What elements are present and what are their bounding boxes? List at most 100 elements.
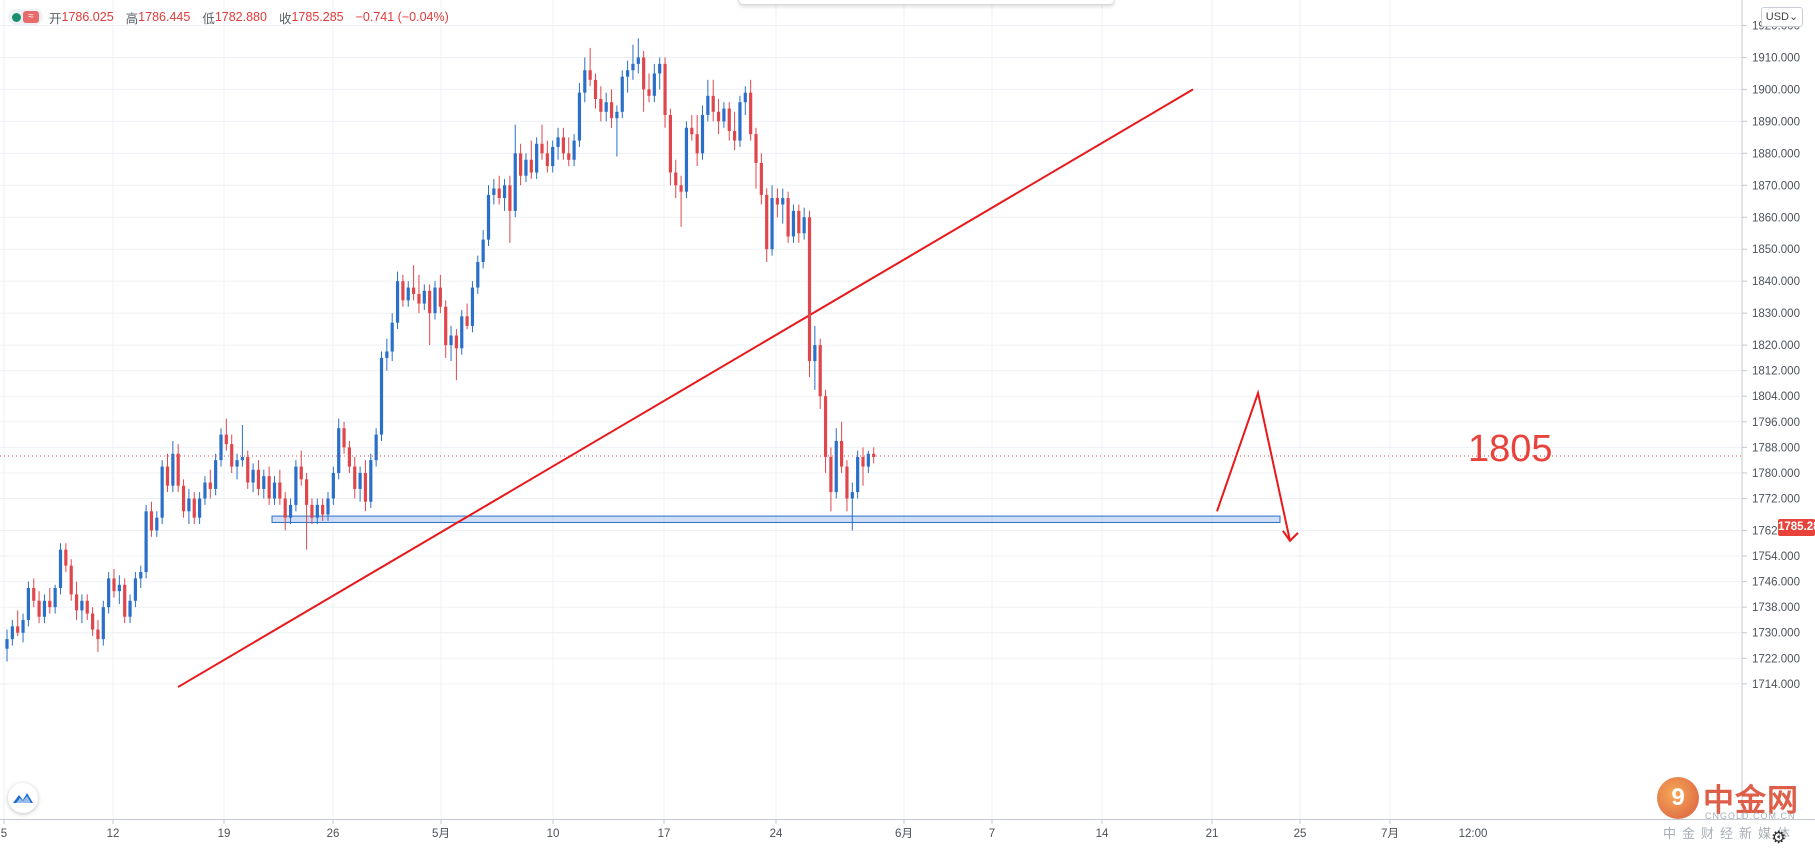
candle[interactable] bbox=[781, 188, 785, 224]
candle[interactable] bbox=[305, 472, 309, 550]
candle[interactable] bbox=[181, 479, 186, 518]
candle[interactable] bbox=[658, 57, 662, 90]
candle[interactable] bbox=[535, 137, 539, 179]
candle[interactable] bbox=[786, 191, 790, 243]
candle[interactable] bbox=[620, 70, 624, 119]
candle[interactable] bbox=[331, 466, 335, 505]
candle[interactable] bbox=[107, 572, 111, 614]
candle[interactable] bbox=[690, 114, 694, 141]
time-axis[interactable]: 5 12 19 26 5月 10 17 24 6月 7 14 21 25 7月 12:00 bbox=[1, 819, 1488, 840]
candle[interactable] bbox=[267, 466, 271, 505]
candle[interactable] bbox=[42, 594, 47, 624]
candle[interactable] bbox=[412, 265, 416, 301]
candle[interactable] bbox=[310, 498, 314, 525]
candle[interactable] bbox=[492, 178, 496, 205]
candle[interactable] bbox=[337, 418, 341, 480]
candle[interactable] bbox=[797, 204, 801, 243]
candle[interactable] bbox=[668, 108, 672, 186]
candle[interactable] bbox=[262, 469, 266, 499]
candle[interactable] bbox=[80, 594, 84, 624]
candle[interactable] bbox=[315, 498, 319, 525]
candle[interactable] bbox=[749, 79, 753, 141]
candle[interactable] bbox=[861, 447, 865, 486]
candle[interactable] bbox=[556, 127, 560, 160]
candle[interactable] bbox=[593, 73, 598, 109]
candle[interactable] bbox=[347, 440, 351, 473]
candle[interactable] bbox=[176, 444, 180, 493]
candle[interactable] bbox=[652, 63, 656, 103]
candle[interactable] bbox=[642, 51, 646, 112]
candle[interactable] bbox=[813, 325, 817, 390]
candle[interactable] bbox=[695, 114, 699, 167]
candle[interactable] bbox=[775, 188, 779, 218]
candle[interactable] bbox=[834, 428, 838, 499]
price-axis[interactable]: 1920.0001910.0001900.0001890.0001880.000… bbox=[1742, 21, 1800, 691]
candle[interactable] bbox=[519, 143, 523, 186]
candle[interactable] bbox=[679, 175, 683, 227]
candle[interactable] bbox=[321, 498, 325, 521]
candles[interactable] bbox=[5, 38, 876, 662]
candle[interactable] bbox=[765, 188, 769, 263]
candle[interactable] bbox=[155, 511, 159, 537]
candle[interactable] bbox=[460, 309, 464, 355]
candle[interactable] bbox=[26, 581, 30, 627]
candle[interactable] bbox=[144, 504, 148, 579]
candle[interactable] bbox=[722, 102, 726, 128]
candle[interactable] bbox=[203, 476, 207, 505]
candle[interactable] bbox=[251, 463, 255, 493]
candle[interactable] bbox=[674, 159, 678, 199]
candle[interactable] bbox=[829, 447, 833, 512]
candle[interactable] bbox=[32, 578, 36, 608]
candle[interactable] bbox=[481, 230, 485, 269]
candle[interactable] bbox=[856, 450, 860, 499]
candle[interactable] bbox=[850, 482, 854, 531]
candle[interactable] bbox=[866, 450, 870, 473]
candle[interactable] bbox=[58, 543, 63, 595]
candle[interactable] bbox=[529, 140, 533, 179]
candle[interactable] bbox=[139, 565, 143, 588]
candle[interactable] bbox=[684, 121, 689, 199]
candle[interactable] bbox=[791, 204, 796, 243]
candle[interactable] bbox=[706, 79, 710, 122]
candle[interactable] bbox=[818, 338, 822, 410]
candle[interactable] bbox=[379, 351, 384, 441]
candle[interactable] bbox=[235, 453, 239, 480]
candle[interactable] bbox=[401, 274, 405, 307]
candle[interactable] bbox=[363, 460, 368, 512]
candle[interactable] bbox=[636, 38, 640, 74]
candle[interactable] bbox=[160, 460, 164, 525]
candle[interactable] bbox=[626, 60, 630, 93]
candle[interactable] bbox=[358, 466, 362, 502]
candle[interactable] bbox=[807, 210, 812, 378]
candle[interactable] bbox=[604, 92, 608, 122]
candle[interactable] bbox=[53, 584, 57, 614]
candle[interactable] bbox=[508, 175, 512, 243]
indicator-toggle-icon[interactable]: ≈ bbox=[23, 11, 39, 23]
candle[interactable] bbox=[192, 492, 196, 525]
candle[interactable] bbox=[214, 453, 218, 496]
candle[interactable] bbox=[353, 456, 357, 499]
candle[interactable] bbox=[395, 271, 400, 330]
candle[interactable] bbox=[16, 610, 20, 636]
candle[interactable] bbox=[700, 105, 705, 160]
candle[interactable] bbox=[572, 134, 576, 167]
candle[interactable] bbox=[272, 476, 277, 505]
candle[interactable] bbox=[299, 450, 303, 486]
candle[interactable] bbox=[219, 428, 223, 467]
candle[interactable] bbox=[540, 124, 544, 160]
candle[interactable] bbox=[449, 325, 453, 362]
candle[interactable] bbox=[133, 572, 137, 608]
candle[interactable] bbox=[433, 281, 437, 320]
candle[interactable] bbox=[438, 274, 442, 314]
candle[interactable] bbox=[743, 86, 747, 115]
candle[interactable] bbox=[733, 111, 737, 151]
candle[interactable] bbox=[872, 447, 876, 464]
candle[interactable] bbox=[149, 501, 154, 537]
candle[interactable] bbox=[738, 95, 742, 147]
candle[interactable] bbox=[37, 591, 41, 624]
candle[interactable] bbox=[165, 453, 170, 493]
candle[interactable] bbox=[716, 99, 721, 135]
candle[interactable] bbox=[5, 629, 9, 662]
candle[interactable] bbox=[21, 613, 25, 643]
